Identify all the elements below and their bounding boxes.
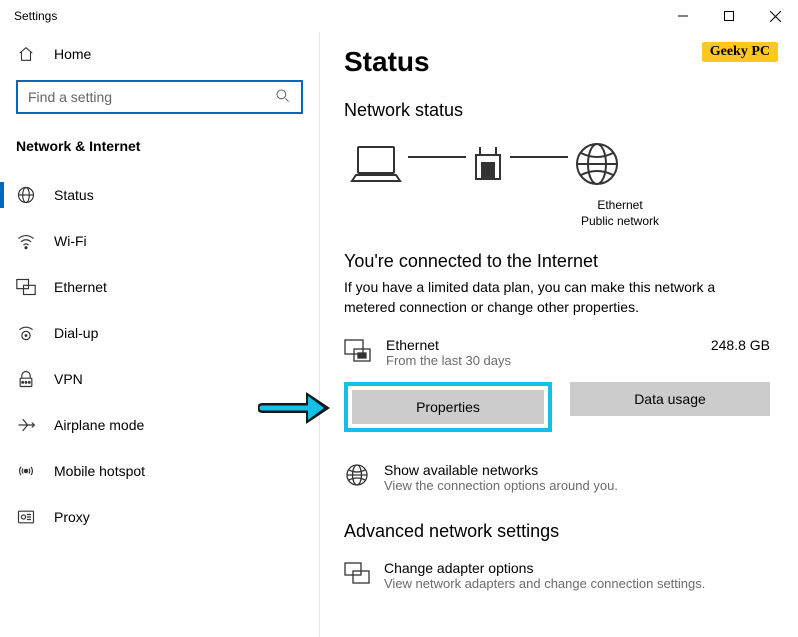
sidebar-item-label: Mobile hotspot [54, 463, 145, 479]
adapter-sub: View network adapters and change connect… [384, 576, 705, 591]
dialup-icon [16, 323, 36, 343]
available-sub: View the connection options around you. [384, 478, 618, 493]
annotation-arrow [258, 388, 336, 431]
diagram-adapter-label: Ethernet [466, 198, 774, 214]
laptop-icon [348, 141, 404, 190]
close-button[interactable] [752, 0, 798, 32]
globe-small-icon [344, 462, 370, 488]
advanced-header: Advanced network settings [344, 521, 774, 542]
available-networks-link[interactable]: Show available networks View the connect… [344, 462, 774, 493]
properties-button[interactable]: Properties [352, 390, 544, 424]
adapter-icon [344, 560, 370, 586]
sidebar-item-label: Airplane mode [54, 417, 144, 433]
sidebar-item-status[interactable]: Status [0, 172, 319, 218]
connection-period: From the last 30 days [386, 353, 697, 368]
change-adapter-link[interactable]: Change adapter options View network adap… [344, 560, 774, 591]
sidebar-item-label: VPN [54, 371, 83, 387]
maximize-button[interactable] [706, 0, 752, 32]
window-title: Settings [14, 9, 660, 23]
sidebar-item-ethernet[interactable]: Ethernet [0, 264, 319, 310]
router-icon [470, 143, 506, 188]
wifi-icon [16, 231, 36, 251]
connection-usage: 248.8 GB [711, 337, 770, 353]
properties-highlight: Properties [344, 382, 552, 432]
available-title: Show available networks [384, 462, 618, 478]
minimize-button[interactable] [660, 0, 706, 32]
sidebar-item-mobile-hotspot[interactable]: Mobile hotspot [0, 448, 319, 494]
window-controls [660, 0, 798, 32]
sidebar-item-label: Ethernet [54, 279, 107, 295]
vpn-icon [16, 369, 36, 389]
globe-icon [572, 139, 622, 192]
connection-name: Ethernet [386, 337, 697, 353]
sidebar-item-dial-up[interactable]: Dial-up [0, 310, 319, 356]
connection-row: Ethernet From the last 30 days 248.8 GB [344, 337, 774, 368]
diagram-line-1 [408, 156, 466, 158]
sidebar-item-label: Wi-Fi [54, 233, 87, 249]
adapter-title: Change adapter options [384, 560, 705, 576]
sidebar-item-wi-fi[interactable]: Wi-Fi [0, 218, 319, 264]
sidebar-section-header: Network & Internet [0, 128, 319, 172]
ethernet-adapter-icon [344, 337, 372, 365]
data-usage-button[interactable]: Data usage [570, 382, 770, 416]
airplane-icon [16, 415, 36, 435]
sidebar-home[interactable]: Home [0, 32, 319, 74]
sidebar-home-label: Home [54, 46, 91, 62]
sidebar-item-label: Proxy [54, 509, 90, 525]
search-box[interactable] [16, 80, 303, 114]
branding-logo: Geeky PC [702, 42, 778, 62]
connection-buttons: Properties Data usage [344, 382, 774, 432]
hotspot-icon [16, 461, 36, 481]
main-content: Geeky PC Status Network status [320, 32, 798, 637]
search-icon [275, 88, 291, 107]
sidebar-item-label: Status [54, 187, 94, 203]
sidebar-item-proxy[interactable]: Proxy [0, 494, 319, 540]
titlebar: Settings [0, 0, 798, 32]
connected-title: You're connected to the Internet [344, 251, 774, 272]
status-icon [16, 185, 36, 205]
ethernet-icon [16, 277, 36, 297]
home-icon [16, 44, 36, 64]
diagram-network-label: Public network [466, 214, 774, 230]
connected-body: If you have a limited data plan, you can… [344, 278, 754, 317]
diagram-labels: Ethernet Public network [466, 198, 774, 229]
proxy-icon [16, 507, 36, 527]
network-status-header: Network status [344, 100, 774, 121]
diagram-line-2 [510, 156, 568, 158]
sidebar-item-label: Dial-up [54, 325, 98, 341]
network-diagram [344, 139, 774, 192]
sidebar: Home Network & Internet Status Wi-Fi Ether… [0, 32, 320, 637]
search-input[interactable] [28, 89, 275, 105]
